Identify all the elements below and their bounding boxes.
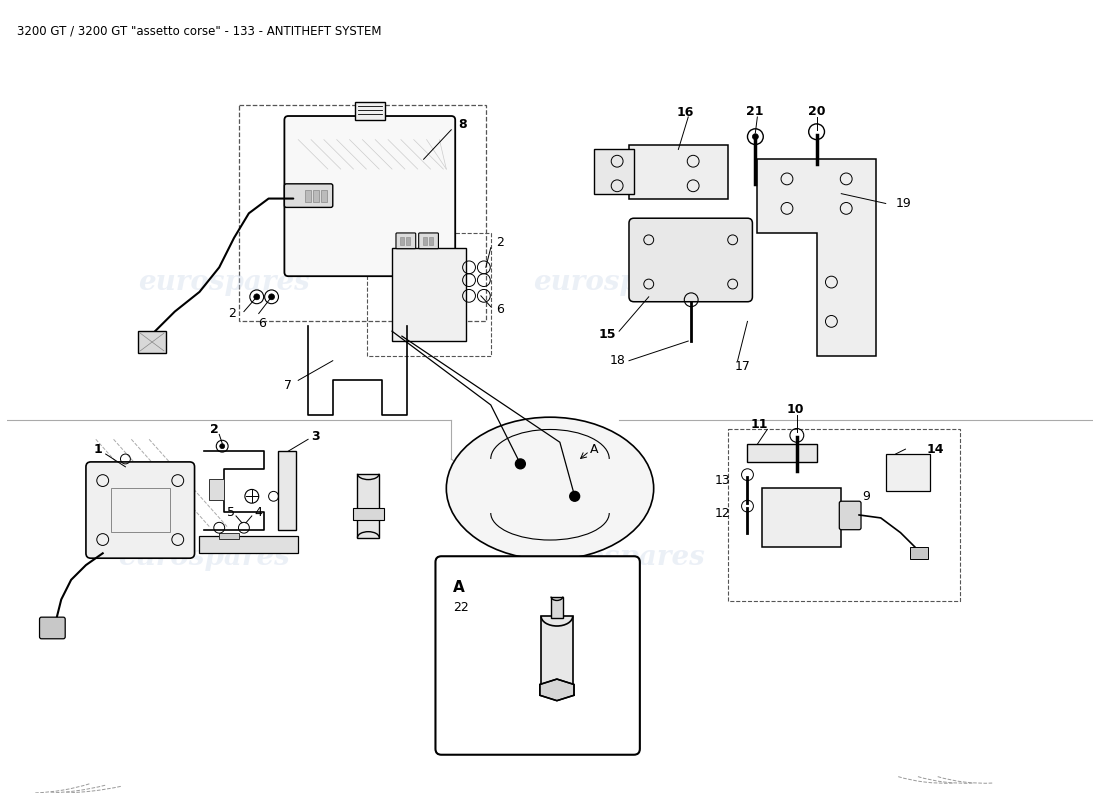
FancyBboxPatch shape bbox=[285, 184, 333, 207]
Text: 6: 6 bbox=[496, 303, 504, 316]
Bar bbox=[111, 489, 169, 532]
FancyBboxPatch shape bbox=[40, 617, 65, 638]
Bar bbox=[541, 616, 573, 685]
Text: 3200 GT / 3200 GT "assetto corse" - 133 - ANTITHEFT SYSTEM: 3200 GT / 3200 GT "assetto corse" - 133 … bbox=[16, 25, 382, 38]
Polygon shape bbox=[757, 159, 876, 356]
Text: 2: 2 bbox=[210, 423, 219, 436]
Bar bbox=[406, 237, 410, 245]
Circle shape bbox=[752, 134, 758, 140]
Bar bbox=[429, 237, 432, 245]
FancyBboxPatch shape bbox=[419, 233, 439, 249]
Circle shape bbox=[268, 294, 275, 300]
Bar bbox=[762, 489, 842, 547]
FancyBboxPatch shape bbox=[629, 218, 752, 302]
Bar bbox=[314, 190, 319, 202]
Bar bbox=[400, 237, 404, 245]
Text: 11: 11 bbox=[750, 418, 768, 431]
Bar bbox=[278, 451, 296, 530]
Text: 17: 17 bbox=[735, 360, 750, 373]
Text: eurospares: eurospares bbox=[119, 544, 290, 570]
Text: 12: 12 bbox=[715, 506, 730, 519]
Text: eurospares: eurospares bbox=[534, 269, 705, 295]
Text: 4: 4 bbox=[255, 506, 263, 518]
FancyBboxPatch shape bbox=[396, 233, 416, 249]
Polygon shape bbox=[540, 679, 574, 701]
Bar bbox=[209, 478, 224, 500]
Text: 3: 3 bbox=[311, 430, 320, 443]
Text: 5: 5 bbox=[227, 506, 235, 518]
Text: 15: 15 bbox=[598, 328, 616, 341]
Text: eurospares: eurospares bbox=[139, 269, 310, 295]
Bar bbox=[305, 190, 311, 202]
Bar bbox=[911, 547, 928, 559]
Bar bbox=[886, 454, 931, 491]
Text: 19: 19 bbox=[895, 197, 911, 210]
Text: 2: 2 bbox=[228, 307, 236, 320]
Circle shape bbox=[516, 459, 526, 469]
Bar bbox=[355, 102, 385, 120]
Bar bbox=[219, 533, 239, 538]
Text: 16: 16 bbox=[676, 106, 694, 118]
Bar bbox=[139, 331, 166, 353]
Bar bbox=[239, 106, 486, 322]
Text: 6: 6 bbox=[257, 317, 265, 330]
Text: 20: 20 bbox=[807, 105, 825, 118]
Text: A: A bbox=[453, 580, 465, 595]
Bar bbox=[367, 233, 491, 356]
Text: 18: 18 bbox=[609, 354, 625, 367]
Circle shape bbox=[570, 491, 580, 502]
Text: 21: 21 bbox=[746, 105, 763, 118]
Bar bbox=[392, 248, 466, 341]
FancyBboxPatch shape bbox=[436, 556, 640, 754]
Text: 8: 8 bbox=[459, 118, 466, 131]
Bar bbox=[594, 150, 634, 194]
Text: 1: 1 bbox=[94, 442, 102, 456]
FancyBboxPatch shape bbox=[285, 116, 455, 276]
FancyBboxPatch shape bbox=[86, 462, 195, 558]
Text: eurospares: eurospares bbox=[534, 544, 705, 570]
Text: 9: 9 bbox=[862, 490, 870, 502]
Bar bbox=[748, 444, 816, 462]
Text: 22: 22 bbox=[453, 602, 469, 614]
Bar bbox=[321, 190, 327, 202]
Text: 10: 10 bbox=[786, 403, 804, 416]
Text: 13: 13 bbox=[715, 474, 730, 487]
Circle shape bbox=[220, 444, 224, 449]
Bar bbox=[422, 237, 427, 245]
FancyBboxPatch shape bbox=[839, 502, 861, 530]
Bar bbox=[358, 474, 379, 538]
Ellipse shape bbox=[447, 417, 653, 560]
Polygon shape bbox=[629, 145, 728, 198]
Bar bbox=[551, 597, 563, 618]
Circle shape bbox=[254, 294, 260, 300]
Bar bbox=[728, 430, 960, 602]
Text: A: A bbox=[590, 442, 598, 456]
Bar bbox=[352, 508, 384, 520]
Text: 14: 14 bbox=[926, 442, 944, 456]
Bar bbox=[199, 536, 298, 554]
Text: 7: 7 bbox=[284, 378, 293, 392]
Text: 2: 2 bbox=[496, 236, 504, 250]
